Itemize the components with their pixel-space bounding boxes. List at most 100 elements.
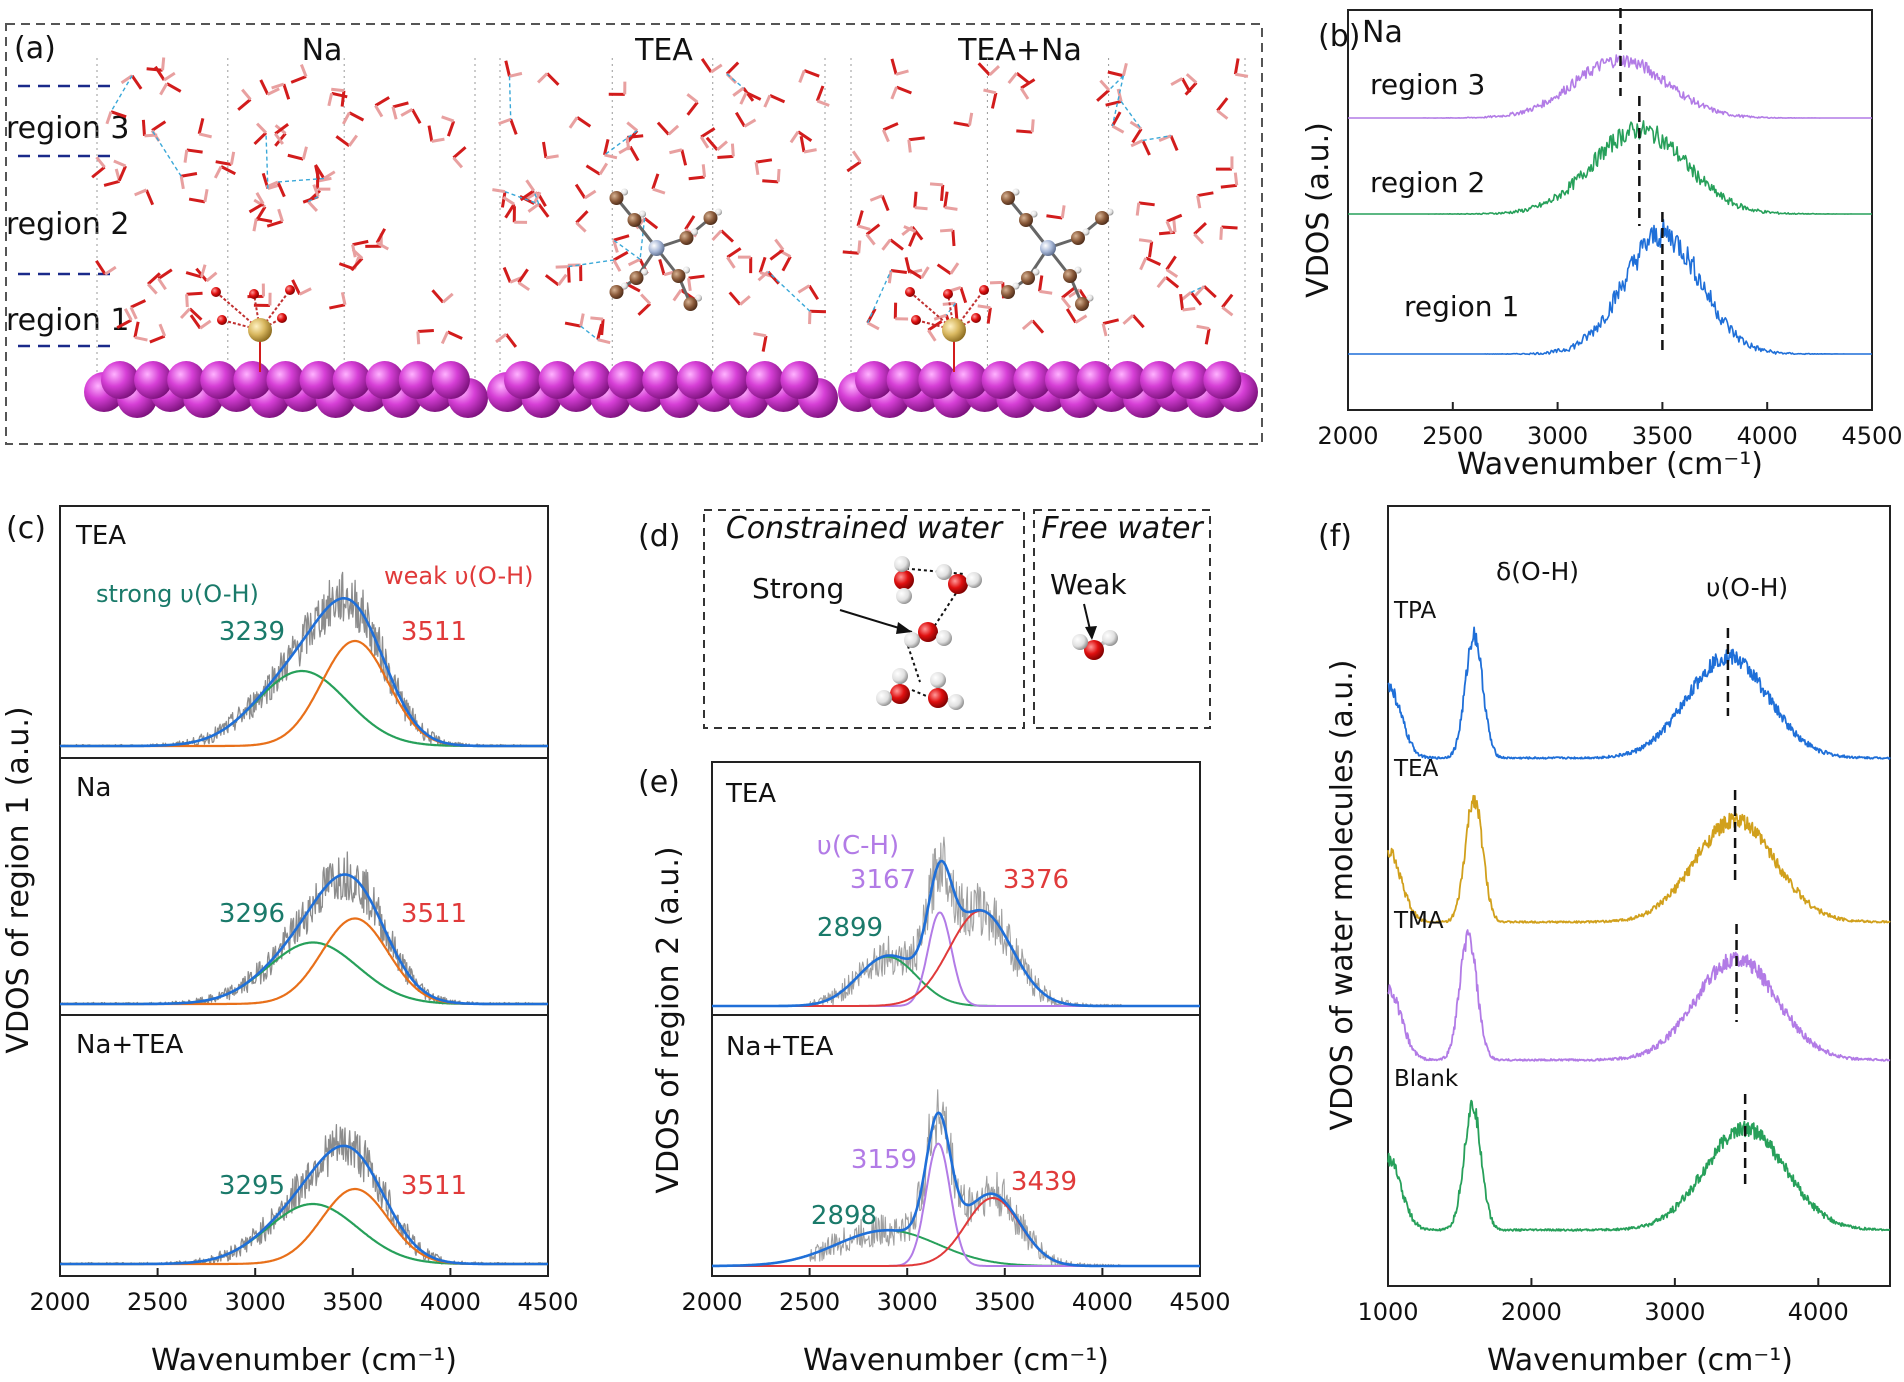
water-bond xyxy=(908,230,918,247)
water-bond xyxy=(895,85,912,95)
water-bond xyxy=(726,256,736,269)
hydrogen-bond xyxy=(1142,135,1172,142)
water-bond xyxy=(1147,241,1154,258)
metal-atom xyxy=(1108,361,1147,399)
water-bond xyxy=(274,123,289,135)
water-bond xyxy=(1158,134,1172,143)
water-bond xyxy=(757,270,770,282)
water-bond xyxy=(116,318,133,329)
panel-f-label: (f) xyxy=(1318,519,1352,554)
series-label: TEA xyxy=(1393,756,1439,782)
water-bond xyxy=(808,284,820,301)
x-tick-label: 3000 xyxy=(877,1288,938,1316)
weak-peak-value: 3511 xyxy=(401,1171,467,1201)
region-1-label: region 1 xyxy=(6,303,130,338)
carbon-atom xyxy=(609,191,624,205)
water-bond xyxy=(781,255,792,272)
metal-atom xyxy=(573,361,612,399)
water-bond xyxy=(1016,129,1033,134)
strong-peak-value: 3296 xyxy=(219,899,285,929)
x-tick-label: 4000 xyxy=(420,1288,481,1316)
water-bond xyxy=(229,151,236,165)
water-bond xyxy=(1122,314,1134,325)
water-bond xyxy=(509,118,518,135)
carbon-atom xyxy=(1021,271,1035,285)
snapshot-title: Na xyxy=(302,33,343,68)
water-bond xyxy=(256,217,273,224)
water-bond xyxy=(537,72,549,84)
water-bond xyxy=(1135,202,1141,216)
water-bond xyxy=(267,87,280,96)
water-bond xyxy=(110,110,127,119)
carbon-atom xyxy=(609,285,624,299)
water-bond xyxy=(411,108,422,124)
water-bond xyxy=(1031,319,1045,334)
panel-a-titles: Na TEA TEA+Na xyxy=(302,33,1082,68)
weak-component xyxy=(59,1187,549,1266)
metal-atom xyxy=(134,361,173,399)
water-bond xyxy=(318,176,332,183)
water-bond xyxy=(1184,81,1198,96)
water-bond xyxy=(91,165,106,179)
water-bond xyxy=(1221,306,1234,317)
water-bond xyxy=(612,239,619,253)
series-label: region 3 xyxy=(1370,68,1485,101)
water-bond xyxy=(495,332,508,344)
subplot-label: Na xyxy=(76,773,111,803)
water-bond xyxy=(266,219,283,228)
strong-component xyxy=(59,669,549,748)
water-bond xyxy=(1165,268,1179,279)
snapshot-title: TEA xyxy=(634,33,693,68)
water-bond xyxy=(710,63,723,74)
water-bond xyxy=(1130,139,1144,148)
water-bond xyxy=(769,248,785,261)
water-bond xyxy=(651,173,660,190)
x-tick-label: 2000 xyxy=(1317,422,1378,450)
x-tick-label: 4000 xyxy=(1788,1298,1849,1326)
low-component xyxy=(711,955,1201,1007)
water-bond xyxy=(1220,183,1237,189)
water-bond xyxy=(869,194,883,202)
subplot-label: TEA xyxy=(75,521,126,551)
water-bond xyxy=(755,158,773,164)
water-bond xyxy=(951,229,956,247)
ch-component xyxy=(711,1142,1201,1267)
water-bond xyxy=(340,90,346,107)
water-bond xyxy=(1170,77,1184,86)
hydrogen-bond xyxy=(1111,75,1125,127)
x-tick-label: 4000 xyxy=(1737,422,1798,450)
raw-spectrum xyxy=(712,836,1200,1007)
hydrogen-atom xyxy=(1082,228,1090,236)
water-bond xyxy=(1121,62,1128,77)
water-bond xyxy=(374,104,384,118)
water-bond xyxy=(911,226,924,241)
water-bond xyxy=(157,277,167,291)
water-bond xyxy=(1179,293,1185,311)
water-bond xyxy=(392,101,409,109)
metal-atom xyxy=(332,361,371,399)
water-bond xyxy=(907,268,923,280)
water-bond xyxy=(637,302,652,316)
water-bond xyxy=(186,291,203,296)
water-bond xyxy=(185,271,202,279)
water-bond xyxy=(658,259,666,276)
water-bond xyxy=(1221,225,1238,230)
x-tick-label: 2000 xyxy=(1501,1298,1562,1326)
metal-atom xyxy=(780,361,819,399)
water-bond xyxy=(185,294,189,308)
water-bond xyxy=(914,206,928,211)
x-tick-label: 2500 xyxy=(127,1288,188,1316)
water-bond xyxy=(271,82,285,90)
water-bond xyxy=(1172,219,1177,233)
strong-component xyxy=(59,1202,549,1266)
panel-b-label: (b) xyxy=(1318,19,1360,54)
fit-envelope xyxy=(59,873,549,1006)
water-bond xyxy=(717,154,734,160)
water-bond xyxy=(537,203,550,218)
water-bond xyxy=(857,224,871,231)
water-bond xyxy=(944,206,958,211)
water-bond xyxy=(517,281,531,292)
x-tick-label: 3500 xyxy=(974,1288,1035,1316)
water-bond xyxy=(417,328,434,333)
